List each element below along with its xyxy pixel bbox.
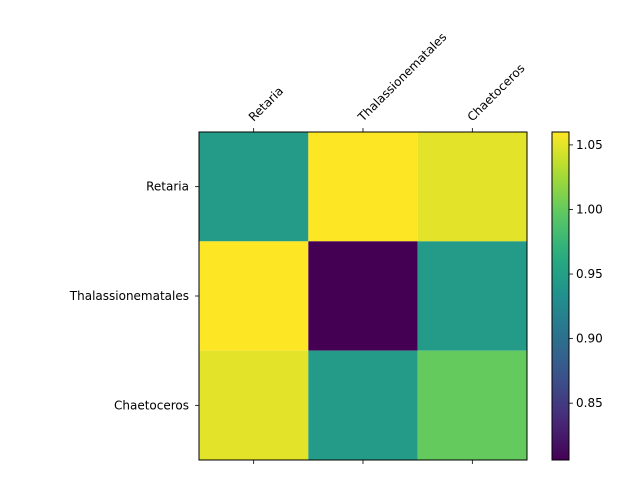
colorbar-ticks: 0.85 0.90 0.95 1.00 1.05	[569, 138, 603, 410]
y-tick-label: Retaria	[146, 180, 189, 194]
colorbar-tick-label: 1.05	[576, 138, 603, 152]
colorbar-tick-label: 0.85	[576, 396, 603, 410]
heatmap-cell-r2-c2	[417, 350, 527, 460]
heatmap-cell-r2-c0	[199, 350, 309, 460]
y-axis-ticks: Retaria Thalassionematales Chaetoceros	[69, 180, 199, 412]
x-tick-label: Thalassionematales	[355, 30, 450, 125]
heatmap-cell-r1-c0	[199, 241, 309, 351]
colorbar-gradient	[551, 131, 570, 461]
heatmap-cell-r1-c2	[417, 241, 527, 351]
heatmap-cell-r0-c2	[417, 132, 527, 242]
x-tick-label: Retaria	[246, 84, 286, 124]
heatmap-cell-r2-c1	[308, 350, 418, 460]
y-tick-label: Thalassionematales	[69, 289, 189, 303]
heatmap-cell-r1-c1	[308, 241, 418, 351]
colorbar-tick-label: 0.95	[576, 267, 603, 281]
heatmap-cell-r0-c1	[308, 132, 418, 242]
colorbar-tick-label: 1.00	[576, 202, 603, 216]
colorbar-tick-label: 0.90	[576, 332, 603, 346]
colorbar: 0.85 0.90 0.95 1.00 1.05	[551, 131, 603, 461]
heatmap-cell-r0-c0	[199, 132, 309, 242]
x-tick-label: Chaetoceros	[465, 61, 528, 124]
heatmap-cells	[199, 132, 527, 460]
y-tick-label: Chaetoceros	[114, 398, 189, 412]
